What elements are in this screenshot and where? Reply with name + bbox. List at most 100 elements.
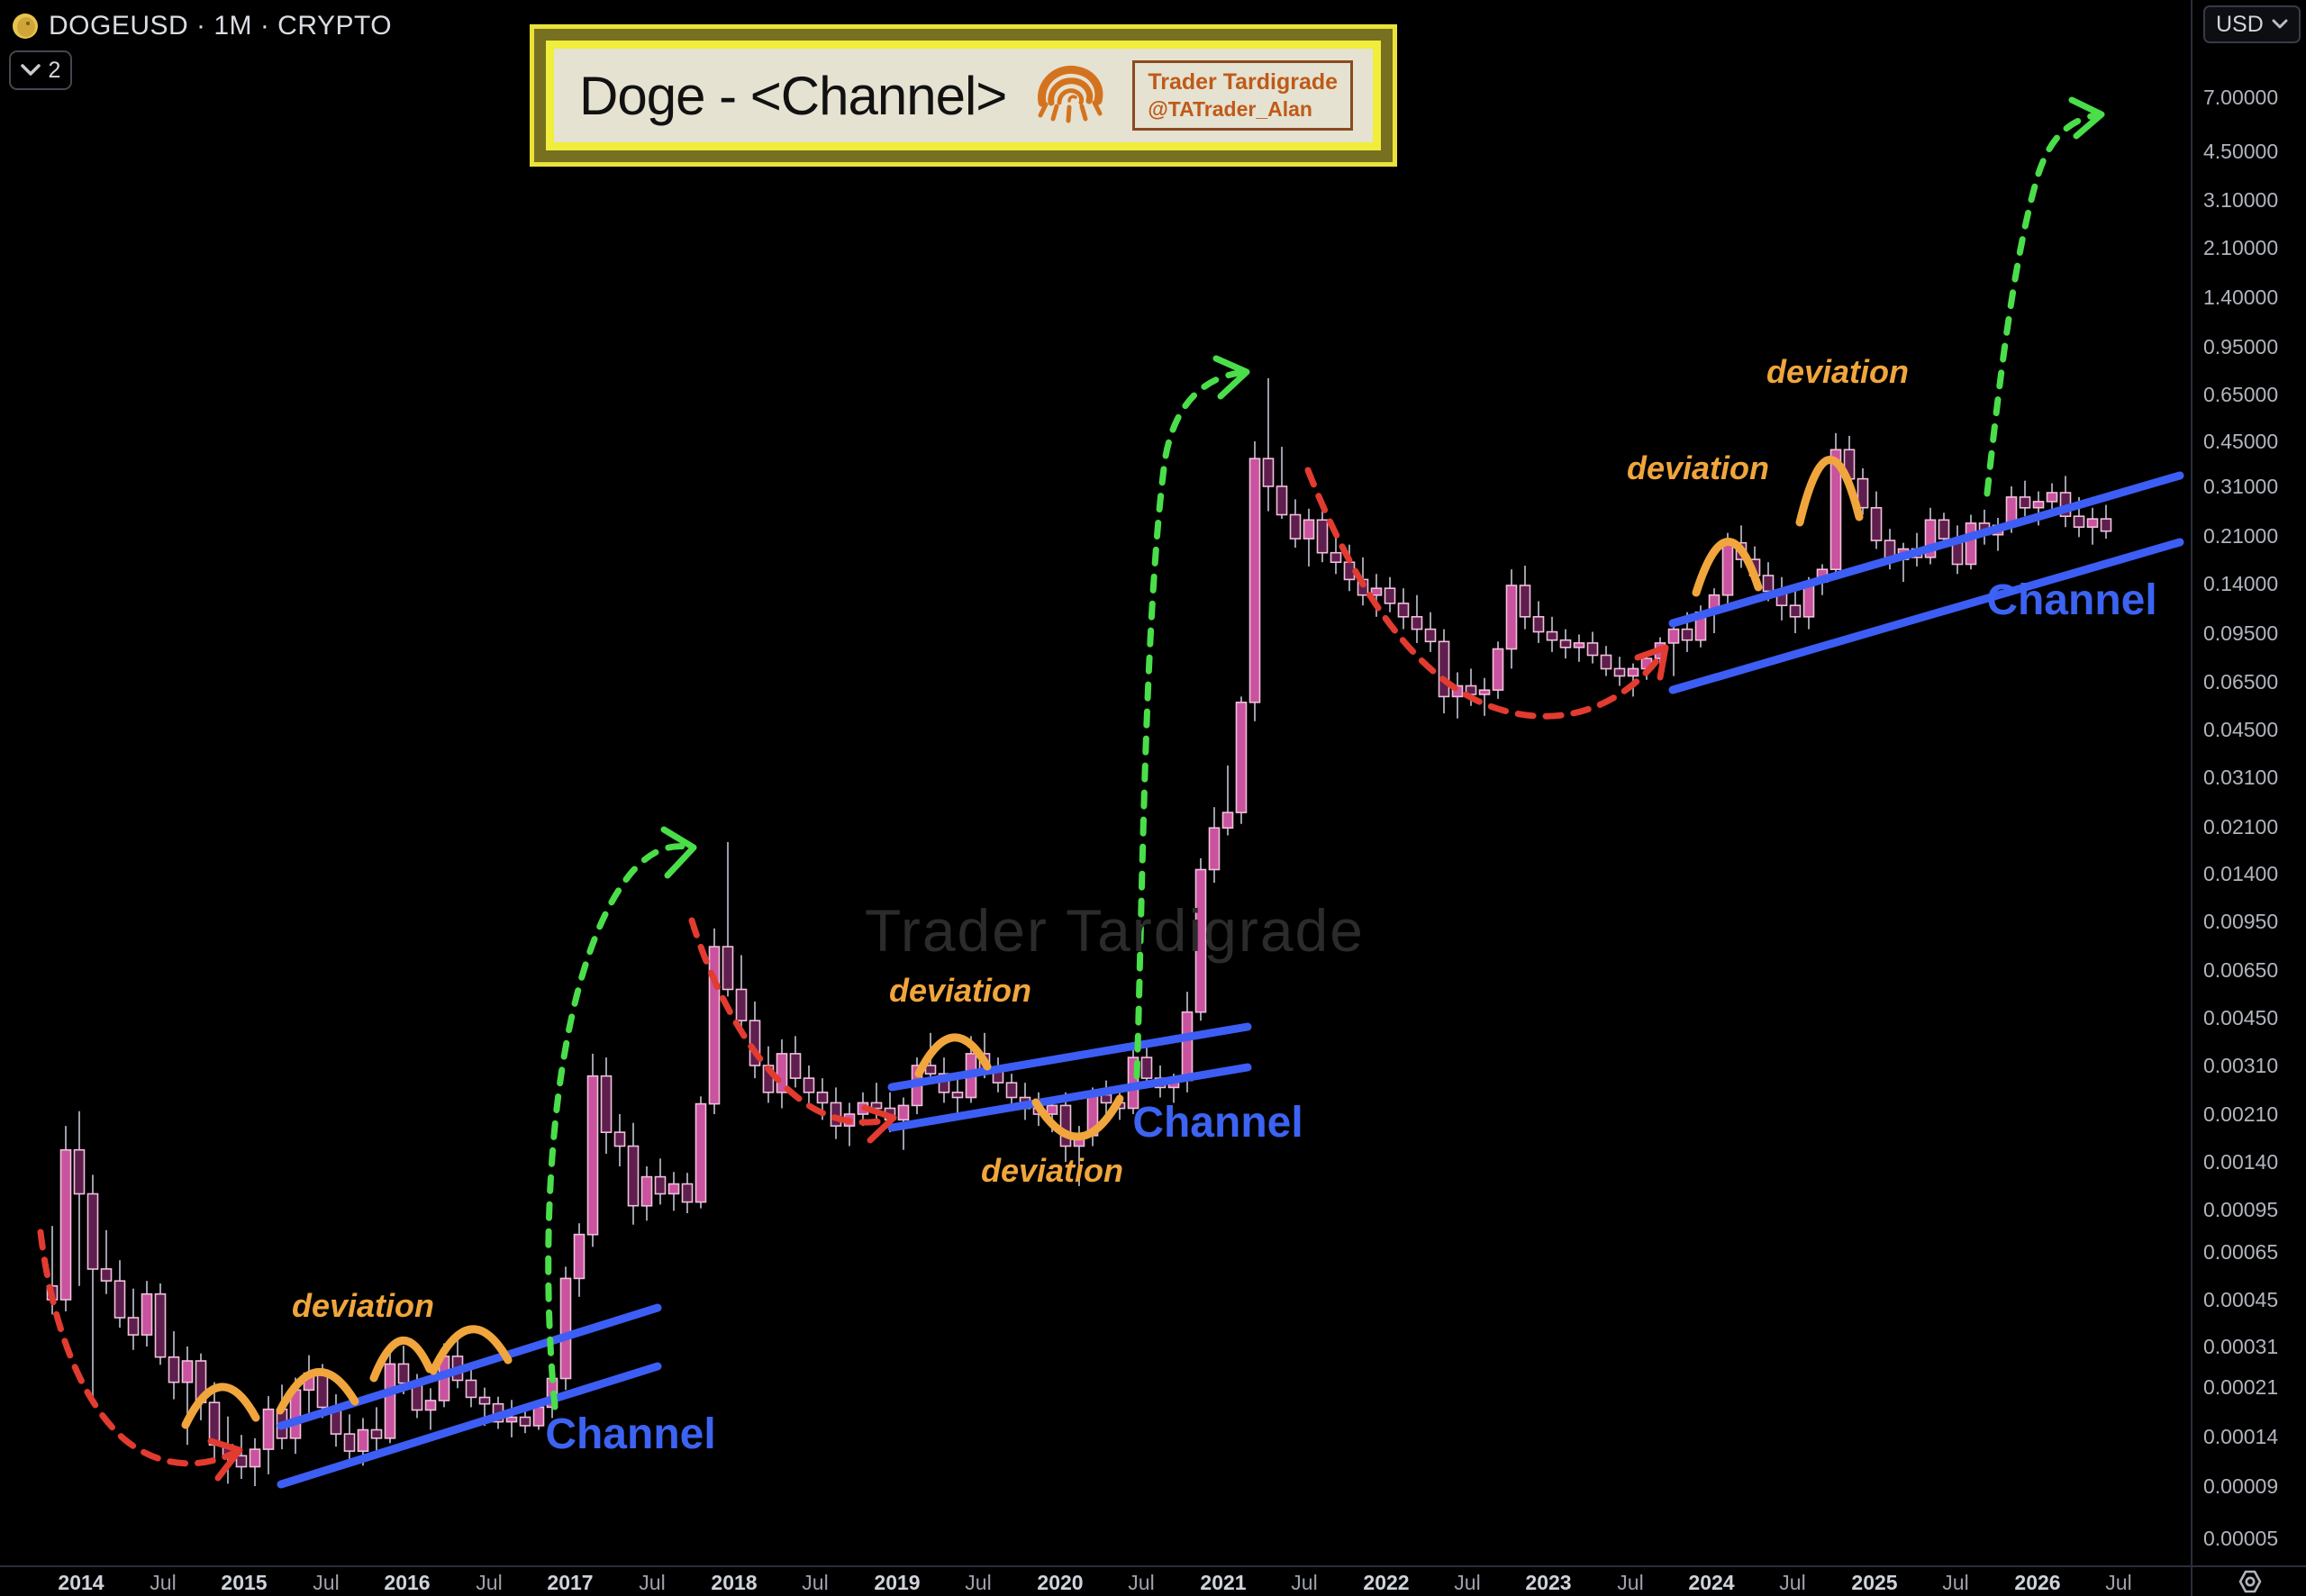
deviation-label[interactable]: deviation — [1627, 449, 1769, 486]
candle — [1248, 441, 1261, 721]
candle — [722, 842, 734, 997]
time-axis-label: Jul — [150, 1571, 177, 1594]
candle — [505, 1400, 518, 1437]
candle — [1870, 491, 1883, 549]
channel-line[interactable] — [887, 1022, 1252, 1092]
candle — [1924, 507, 1937, 565]
time-axis-label: 2015 — [221, 1571, 268, 1594]
green-arrow-curve[interactable] — [1133, 369, 1243, 1080]
time-axis-label: Jul — [1617, 1571, 1644, 1594]
time-axis-label: Jul — [1942, 1571, 1969, 1594]
candle — [1505, 569, 1518, 669]
deviation-arc[interactable] — [914, 1033, 992, 1078]
channel-line[interactable] — [1668, 471, 2184, 628]
candle — [1586, 631, 1599, 664]
tardigrade-logo-icon — [1038, 65, 1103, 123]
candle — [2046, 483, 2058, 513]
deviation-arc[interactable] — [181, 1383, 260, 1429]
candle — [600, 1057, 613, 1154]
time-axis-label: 2016 — [384, 1571, 431, 1594]
price-axis-label: 0.00140 — [2203, 1150, 2279, 1174]
red-arrow-curve[interactable] — [1304, 467, 1666, 720]
price-axis-label: 0.00650 — [2203, 958, 2279, 982]
candle — [1667, 620, 1680, 676]
candle — [1438, 629, 1450, 713]
channel-line[interactable] — [887, 1063, 1252, 1132]
price-axis[interactable]: 7.00000 4.50000 3.10000 2.10000 1.40000 0.950… — [2191, 0, 2306, 1565]
time-axis-label: 2017 — [547, 1571, 594, 1594]
green-arrow-curve[interactable] — [1984, 112, 2099, 497]
time-axis[interactable]: 2014 Jul 2015 Jul 2016 Jul 2017 Jul 2018 Jul 2019 J… — [0, 1565, 2306, 1596]
candle — [1627, 663, 1639, 697]
channel-label[interactable]: Channel — [545, 1410, 715, 1458]
candle — [1775, 576, 1788, 621]
candle — [1492, 641, 1504, 699]
axis-settings-corner[interactable] — [2191, 1565, 2306, 1596]
deviation-arc[interactable] — [1795, 456, 1864, 527]
price-axis-label: 0.31000 — [2203, 475, 2279, 498]
green-arrow-curve[interactable] — [545, 843, 690, 1410]
red-arrow-curve[interactable] — [37, 1229, 236, 1467]
settings-gear-icon[interactable] — [2237, 1570, 2264, 1593]
candle — [1897, 542, 1910, 583]
red-arrow-curve[interactable] — [688, 917, 891, 1126]
brand-handle: @TATrader_Alan — [1148, 97, 1312, 122]
channel-label[interactable]: Channel — [1986, 576, 2156, 624]
candle — [559, 1266, 572, 1391]
candle — [1316, 511, 1329, 563]
time-axis-label: Jul — [1454, 1571, 1481, 1594]
time-axis-label: 2020 — [1037, 1571, 1084, 1594]
deviation-label[interactable]: deviation — [889, 972, 1031, 1009]
time-axis-label: Jul — [1128, 1571, 1155, 1594]
brand-name: Trader Tardigrade — [1148, 69, 1339, 95]
candle — [1059, 1092, 1072, 1162]
deviation-arc[interactable] — [369, 1337, 434, 1383]
currency-dropdown[interactable]: USD — [2203, 5, 2301, 43]
deviation-arc[interactable] — [276, 1368, 359, 1415]
candle — [1519, 566, 1531, 630]
channel-line[interactable] — [277, 1362, 662, 1489]
price-axis-label: 0.02100 — [2203, 815, 2279, 839]
candle — [613, 1114, 626, 1166]
price-axis-label: 0.00450 — [2203, 1006, 2279, 1029]
candle — [951, 1074, 964, 1114]
green-arrow-head — [660, 826, 697, 879]
deviation-label[interactable]: deviation — [1766, 353, 1909, 390]
time-axis-label: Jul — [313, 1571, 340, 1594]
deviation-arc[interactable] — [1031, 1094, 1124, 1141]
price-axis-label: 0.00310 — [2203, 1054, 2279, 1077]
candle — [303, 1355, 315, 1413]
price-axis-label: 0.14000 — [2203, 572, 2279, 595]
price-axis-label: 0.45000 — [2203, 430, 2279, 453]
deviation-label[interactable]: deviation — [292, 1287, 434, 1324]
price-axis-label: 0.00045 — [2203, 1288, 2279, 1311]
candle — [640, 1166, 653, 1221]
candle — [1829, 432, 1842, 580]
deviation-arc[interactable] — [1692, 538, 1763, 597]
candle — [1992, 518, 2004, 551]
price-axis-label: 4.50000 — [2203, 140, 2279, 163]
time-axis-label: 2023 — [1525, 1571, 1572, 1594]
candle — [1951, 525, 1964, 575]
time-axis-label: 2025 — [1851, 1571, 1898, 1594]
channel-line[interactable] — [277, 1303, 662, 1430]
deviation-label[interactable]: deviation — [981, 1152, 1123, 1189]
price-axis-label: 0.00014 — [2203, 1425, 2279, 1448]
deviation-arc[interactable] — [429, 1325, 513, 1375]
currency-value: USD — [2216, 11, 2264, 37]
candle — [1532, 601, 1545, 643]
symbol-title[interactable]: DOGEUSD · 1M · CRYPTO — [49, 11, 393, 41]
time-axis-label: Jul — [1291, 1571, 1318, 1594]
candle — [2059, 476, 2072, 528]
object-tree-collapse-button[interactable]: 2 — [9, 50, 72, 90]
candle — [1424, 612, 1437, 652]
title-banner[interactable]: Doge - <Channel> Trader Tardigrade @TATr… — [530, 24, 1398, 167]
channel-line[interactable] — [1668, 538, 2184, 694]
candle — [262, 1396, 275, 1474]
time-axis-label: Jul — [639, 1571, 666, 1594]
candle — [1559, 629, 1572, 659]
candle — [141, 1281, 153, 1347]
channel-label[interactable]: Channel — [1132, 1099, 1303, 1147]
symbol-legend[interactable]: DOGEUSD · 1M · CRYPTO — [13, 11, 392, 41]
